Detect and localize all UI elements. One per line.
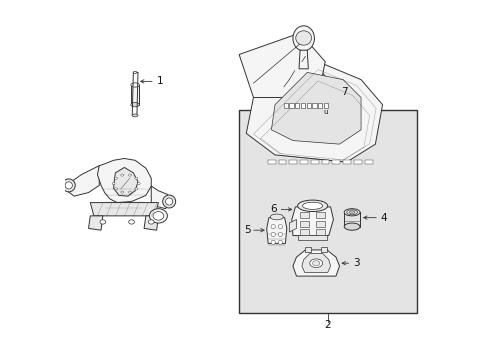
Bar [343,159,350,164]
Bar [364,159,372,164]
Polygon shape [279,69,327,104]
Ellipse shape [295,31,311,45]
Ellipse shape [348,211,354,214]
Ellipse shape [149,209,167,223]
Ellipse shape [62,179,75,192]
Bar [323,103,327,108]
Bar [300,159,307,164]
Ellipse shape [132,114,138,117]
Ellipse shape [100,220,105,224]
Bar [312,103,316,108]
Ellipse shape [114,177,117,179]
Bar [321,247,326,252]
Bar [300,229,309,235]
Ellipse shape [270,225,275,229]
Bar [315,212,325,219]
Ellipse shape [137,183,140,185]
Ellipse shape [344,209,359,216]
Bar [315,229,325,235]
Ellipse shape [131,103,139,107]
Ellipse shape [121,174,123,176]
Bar [289,159,297,164]
Bar [300,221,309,227]
Bar [267,159,275,164]
Ellipse shape [297,200,327,212]
Ellipse shape [344,223,359,230]
Ellipse shape [148,220,154,224]
Polygon shape [301,253,330,273]
Ellipse shape [270,232,275,237]
Ellipse shape [270,214,283,220]
Ellipse shape [131,83,139,87]
Text: 6: 6 [269,204,276,215]
Polygon shape [113,167,138,196]
Polygon shape [246,62,382,162]
Bar [321,159,329,164]
Ellipse shape [128,174,131,176]
Ellipse shape [163,195,175,208]
Text: 5: 5 [244,225,250,235]
Text: 7: 7 [341,87,347,97]
Bar [317,103,322,108]
Polygon shape [298,50,308,69]
Polygon shape [144,216,158,230]
Polygon shape [97,158,151,203]
Ellipse shape [270,240,275,244]
Ellipse shape [278,225,282,229]
Polygon shape [151,186,171,209]
Bar [332,159,340,164]
Polygon shape [291,207,333,235]
Ellipse shape [278,232,282,237]
Text: 3: 3 [352,258,359,268]
Ellipse shape [312,261,319,266]
Ellipse shape [278,240,282,244]
Polygon shape [239,33,325,98]
Ellipse shape [165,198,172,205]
Ellipse shape [153,212,163,220]
Bar [239,110,416,313]
Bar [300,212,309,219]
Bar [315,221,325,227]
Bar [306,103,310,108]
Ellipse shape [128,220,134,224]
Bar [310,159,318,164]
Text: u: u [322,109,327,115]
Bar [305,247,310,252]
Polygon shape [271,72,360,144]
Polygon shape [90,203,158,216]
Bar [353,159,361,164]
Ellipse shape [346,210,357,215]
Bar [283,103,287,108]
Polygon shape [292,250,339,276]
Ellipse shape [135,188,138,190]
Ellipse shape [128,191,131,193]
Bar [298,235,326,240]
Ellipse shape [133,71,137,73]
Bar [294,103,299,108]
Polygon shape [67,166,99,196]
Polygon shape [289,220,296,232]
Bar [278,159,286,164]
Text: 4: 4 [380,213,386,222]
Ellipse shape [292,26,314,51]
Bar [131,85,139,105]
Polygon shape [88,216,102,230]
Ellipse shape [114,188,117,190]
Bar [300,103,305,108]
Ellipse shape [121,191,123,193]
Ellipse shape [112,183,115,185]
Text: 1: 1 [156,76,163,86]
Ellipse shape [302,202,322,210]
Ellipse shape [65,182,72,189]
Text: 2: 2 [324,320,330,330]
Bar [279,101,327,108]
Bar [289,103,293,108]
Polygon shape [266,218,286,243]
Ellipse shape [309,259,322,267]
Ellipse shape [135,177,138,179]
